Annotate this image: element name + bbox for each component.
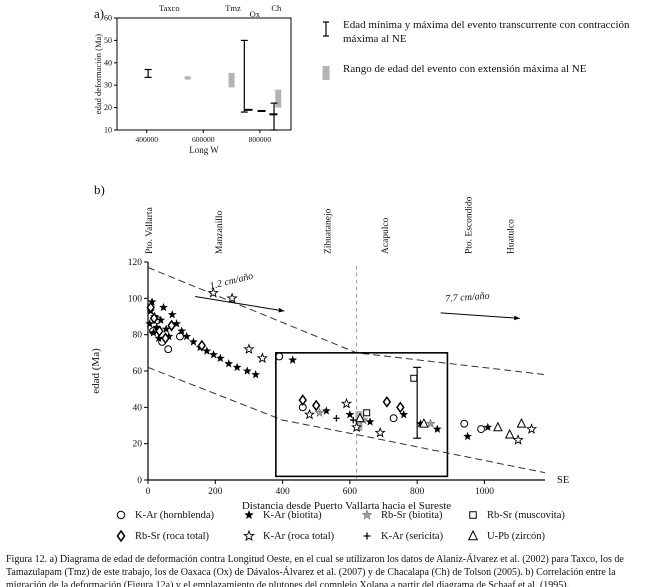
legend-item: K-Ar (biotita)	[240, 508, 358, 522]
legend-label: K-Ar (hornblenda)	[135, 509, 215, 521]
panel-a-legend: Edad mínima y máxima del evento transcur…	[318, 18, 646, 98]
svg-text:80: 80	[133, 331, 143, 341]
series-square-open	[363, 374, 418, 417]
svg-text:200: 200	[208, 487, 223, 497]
svg-text:0: 0	[146, 487, 151, 497]
svg-text:60: 60	[104, 14, 112, 23]
svg-text:edad (Ma): edad (Ma)	[90, 348, 102, 394]
svg-text:1000: 1000	[475, 487, 494, 497]
star-gray-icon	[361, 509, 373, 520]
error-bar-icon	[323, 21, 329, 37]
svg-text:7.7 cm/año: 7.7 cm/año	[445, 291, 490, 305]
svg-text:120: 120	[128, 258, 143, 268]
panel-b-label: b)	[94, 182, 105, 197]
svg-text:40: 40	[133, 403, 143, 413]
svg-text:1.2 cm/año: 1.2 cm/año	[209, 271, 255, 292]
panel-a-legend-text: Edad mínima y máxima del evento transcur…	[343, 19, 630, 46]
legend-item: Rb-Sr (muscovita)	[464, 508, 578, 522]
series-triangle-open	[355, 412, 527, 439]
panel-b-plot: 0 20 40 60 80 100 120 0 200 400 600 800 1000 Pto. Val…	[90, 196, 569, 512]
legend-label: K-Ar (biotita)	[263, 509, 322, 521]
svg-text:800000: 800000	[249, 135, 272, 144]
legend-item: U-Pb (zircón)	[464, 529, 578, 543]
series-star-filled	[145, 297, 493, 441]
svg-text:60: 60	[133, 367, 143, 377]
svg-text:400000: 400000	[135, 135, 158, 144]
svg-text:10: 10	[104, 126, 112, 135]
svg-text:600000: 600000	[192, 135, 215, 144]
plus-icon	[363, 532, 371, 540]
legend-item: Rb-Sr (roca total)	[112, 529, 240, 543]
panel-b-legend: K-Ar (hornblenda) K-Ar (biotita) Rb-Sr (bi…	[112, 508, 578, 543]
panel-a-legend-item: Edad mínima y máxima del evento transcur…	[318, 18, 646, 47]
series-diamond-open	[146, 301, 405, 414]
svg-text:Pto. Escondido: Pto. Escondido	[464, 196, 474, 254]
panel-a-legend-item: Rango de edad del evento con extensión m…	[318, 62, 646, 83]
svg-text:20: 20	[104, 103, 112, 112]
star-filled-icon	[244, 510, 254, 520]
svg-text:100: 100	[128, 294, 143, 304]
legend-label: Rb-Sr (roca total)	[135, 530, 210, 542]
gray-range-icon	[322, 65, 330, 80]
svg-text:Long W: Long W	[189, 145, 219, 155]
triangle-open-icon	[467, 529, 479, 541]
svg-text:Huatulco: Huatulco	[507, 219, 517, 254]
svg-text:30: 30	[104, 81, 112, 90]
square-open-icon	[469, 511, 477, 519]
svg-text:Manzanillo: Manzanillo	[215, 210, 225, 254]
legend-label: Rb-Sr (biotita)	[381, 509, 443, 521]
svg-text:Zihuatanejo: Zihuatanejo	[324, 208, 334, 254]
svg-text:600: 600	[343, 487, 358, 497]
series-star-open	[207, 286, 538, 445]
legend-label: Rb-Sr (muscovita)	[487, 509, 565, 521]
svg-text:400: 400	[275, 487, 290, 497]
svg-text:edad deformación (Ma): edad deformación (Ma)	[93, 34, 103, 114]
panel-a-label: a)	[94, 6, 105, 21]
panel-b-chart: 0 20 40 60 80 100 120 0 200 400 600 800 1000 Pto. Val…	[90, 196, 569, 512]
series-circle-open	[149, 316, 486, 434]
legend-label: U-Pb (zircón)	[487, 530, 546, 542]
svg-text:Ox: Ox	[250, 9, 261, 19]
svg-text:Ch: Ch	[271, 4, 282, 13]
svg-text:Acapulco: Acapulco	[381, 217, 391, 254]
legend-label: K-Ar (sericita)	[381, 530, 444, 542]
star-open-icon	[243, 529, 255, 542]
svg-text:50: 50	[104, 36, 112, 45]
legend-item: K-Ar (roca total)	[240, 529, 358, 543]
panel-a-chart: 10 20 30 40 50 60 400000 600000 800000 Taxco Tmz Ox…	[93, 4, 292, 155]
figure-caption: Figura 12. a) Diagrama de edad de deform…	[6, 554, 624, 587]
svg-text:800: 800	[410, 487, 425, 497]
svg-text:Taxco: Taxco	[159, 4, 180, 13]
circle-open-icon	[116, 510, 126, 520]
legend-item: K-Ar (hornblenda)	[112, 508, 240, 522]
diamond-open-icon	[116, 529, 126, 543]
svg-text:40: 40	[104, 58, 112, 67]
svg-text:20: 20	[133, 440, 143, 450]
svg-text:SE: SE	[557, 475, 569, 486]
panel-a-legend-text: Rango de edad del evento con extensión m…	[343, 62, 587, 75]
svg-text:Pto. Vallarta: Pto. Vallarta	[145, 206, 155, 254]
legend-label: K-Ar (roca total)	[263, 530, 335, 542]
legend-item: Rb-Sr (biotita)	[358, 508, 464, 522]
panel-a-plot: 10 20 30 40 50 60 400000 600000 800000 Taxco Tmz Ox…	[93, 4, 292, 155]
svg-text:Tmz: Tmz	[225, 4, 241, 13]
series-plus	[333, 415, 357, 424]
svg-text:0: 0	[137, 476, 142, 486]
legend-item: K-Ar (sericita)	[358, 529, 464, 543]
svg-text:Distancia desde Puerto Vallart: Distancia desde Puerto Vallarta hacia el…	[242, 500, 451, 512]
